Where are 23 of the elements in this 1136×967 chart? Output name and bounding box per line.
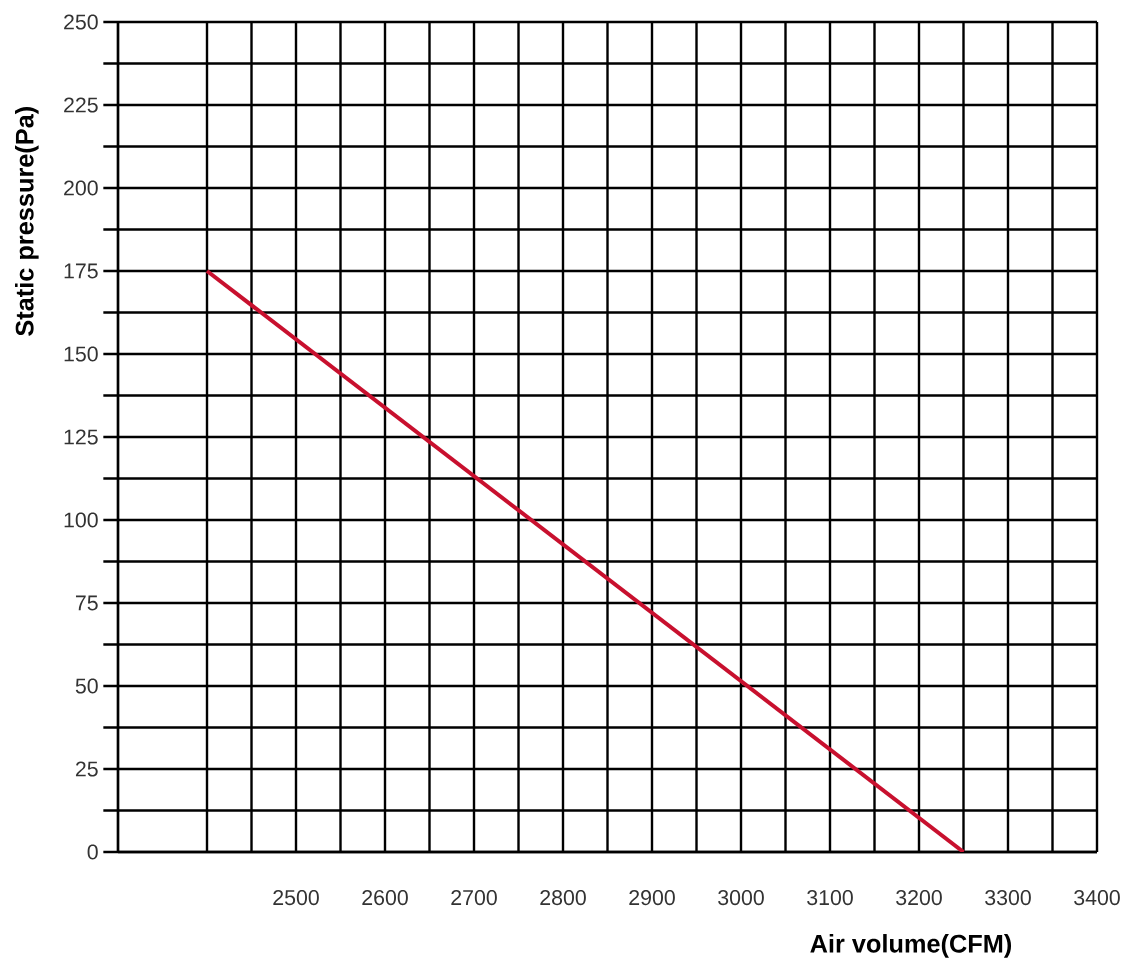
x-tick-label: 3100	[807, 890, 853, 906]
y-axis-title: Static pressure(Pa)	[15, 107, 39, 336]
x-tick-label: 3200	[896, 890, 942, 906]
x-tick-label: 2900	[629, 890, 675, 906]
x-tick-label: 3000	[718, 890, 764, 906]
y-tick-label: 175	[64, 263, 98, 279]
x-axis-title: Air volume(CFM)	[810, 934, 1012, 958]
y-tick-label: 225	[64, 97, 98, 113]
y-tick-label: 150	[64, 346, 98, 362]
x-tick-label: 3300	[985, 890, 1031, 906]
y-tick-label: 250	[64, 14, 98, 30]
y-tick-label: 100	[64, 512, 98, 528]
x-tick-label: 3400	[1074, 890, 1120, 906]
x-tick-label: 2700	[451, 890, 497, 906]
x-tick-label: 2800	[540, 890, 586, 906]
y-tick-label: 50	[75, 678, 98, 694]
y-tick-label: 0	[87, 844, 98, 860]
x-tick-label: 2500	[273, 890, 319, 906]
y-tick-label: 200	[64, 180, 98, 196]
y-tick-label: 75	[75, 595, 98, 611]
y-tick-label: 25	[75, 761, 98, 777]
x-tick-label: 2600	[362, 890, 408, 906]
y-tick-label: 125	[64, 429, 98, 445]
